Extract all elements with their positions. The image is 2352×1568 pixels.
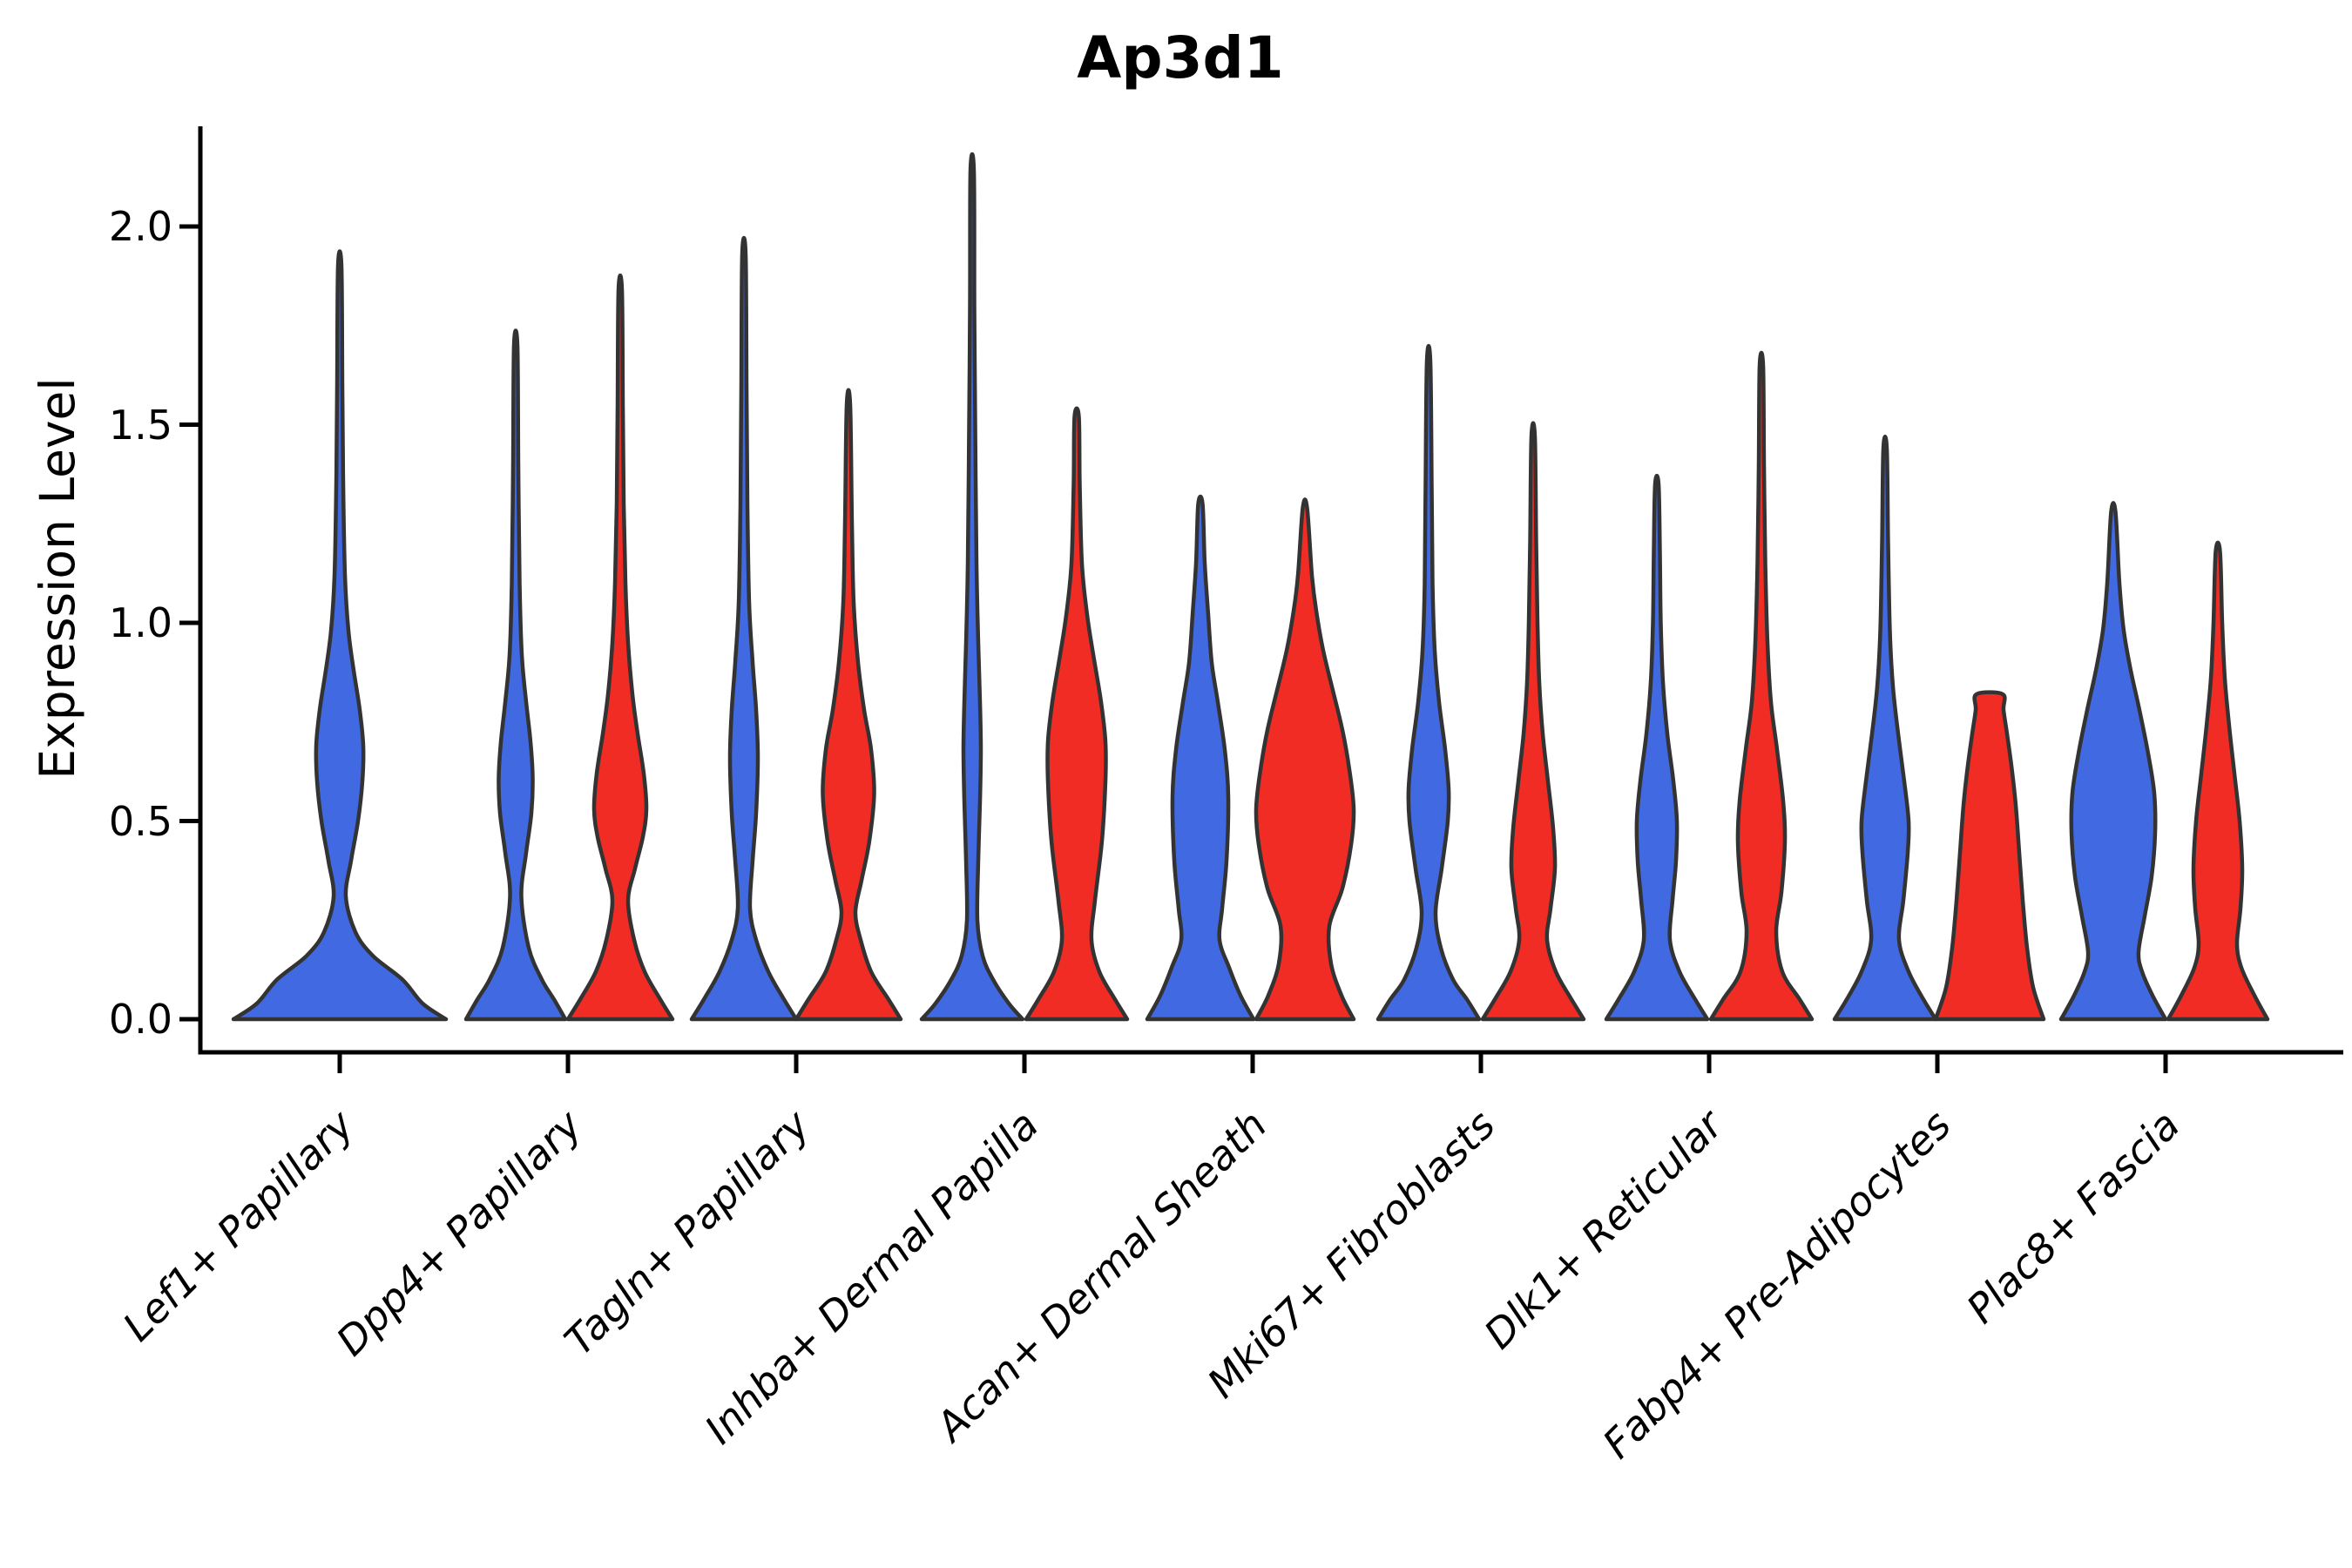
y-tick-label: 1.0 [108,599,172,646]
y-tick-label: 0.0 [108,996,172,1043]
violin-mki67-fibroblasts-red [1480,421,1586,1022]
y-tick-label: 2.0 [108,203,172,250]
violin-tagln-papillary-blue [689,235,799,1022]
violin-dlk1-reticular-red [1708,350,1815,1022]
violin-fabp4-pre-adipocytes-red [1933,690,2046,1022]
y-tick-label: 0.5 [108,797,172,845]
violin-fabp4-pre-adipocytes-blue [1832,434,1938,1022]
violin-plac8-fascia-red [2166,540,2270,1022]
chart-title: Ap3d1 [1077,24,1284,91]
violin-acan-dermal-sheath-red [1254,497,1356,1022]
violin-tagln-papillary-red [794,388,903,1022]
violin-acan-dermal-sheath-blue [1145,494,1256,1022]
violin-inhba-dermal-papilla-red [1024,406,1130,1022]
violin-dpp4-papillary-blue [463,328,568,1022]
violin-dpp4-papillary-red [565,274,675,1022]
violin-dlk1-reticular-blue [1604,473,1710,1022]
violin-lef1-papillary-blue [231,249,449,1022]
violin-mki67-fibroblasts-blue [1375,343,1482,1022]
violin-inhba-dermal-papilla-blue [919,152,1025,1022]
violin-plac8-fascia-blue [2058,501,2168,1022]
y-tick-label: 1.5 [108,401,172,449]
y-axis-label: Expression Level [30,377,85,780]
